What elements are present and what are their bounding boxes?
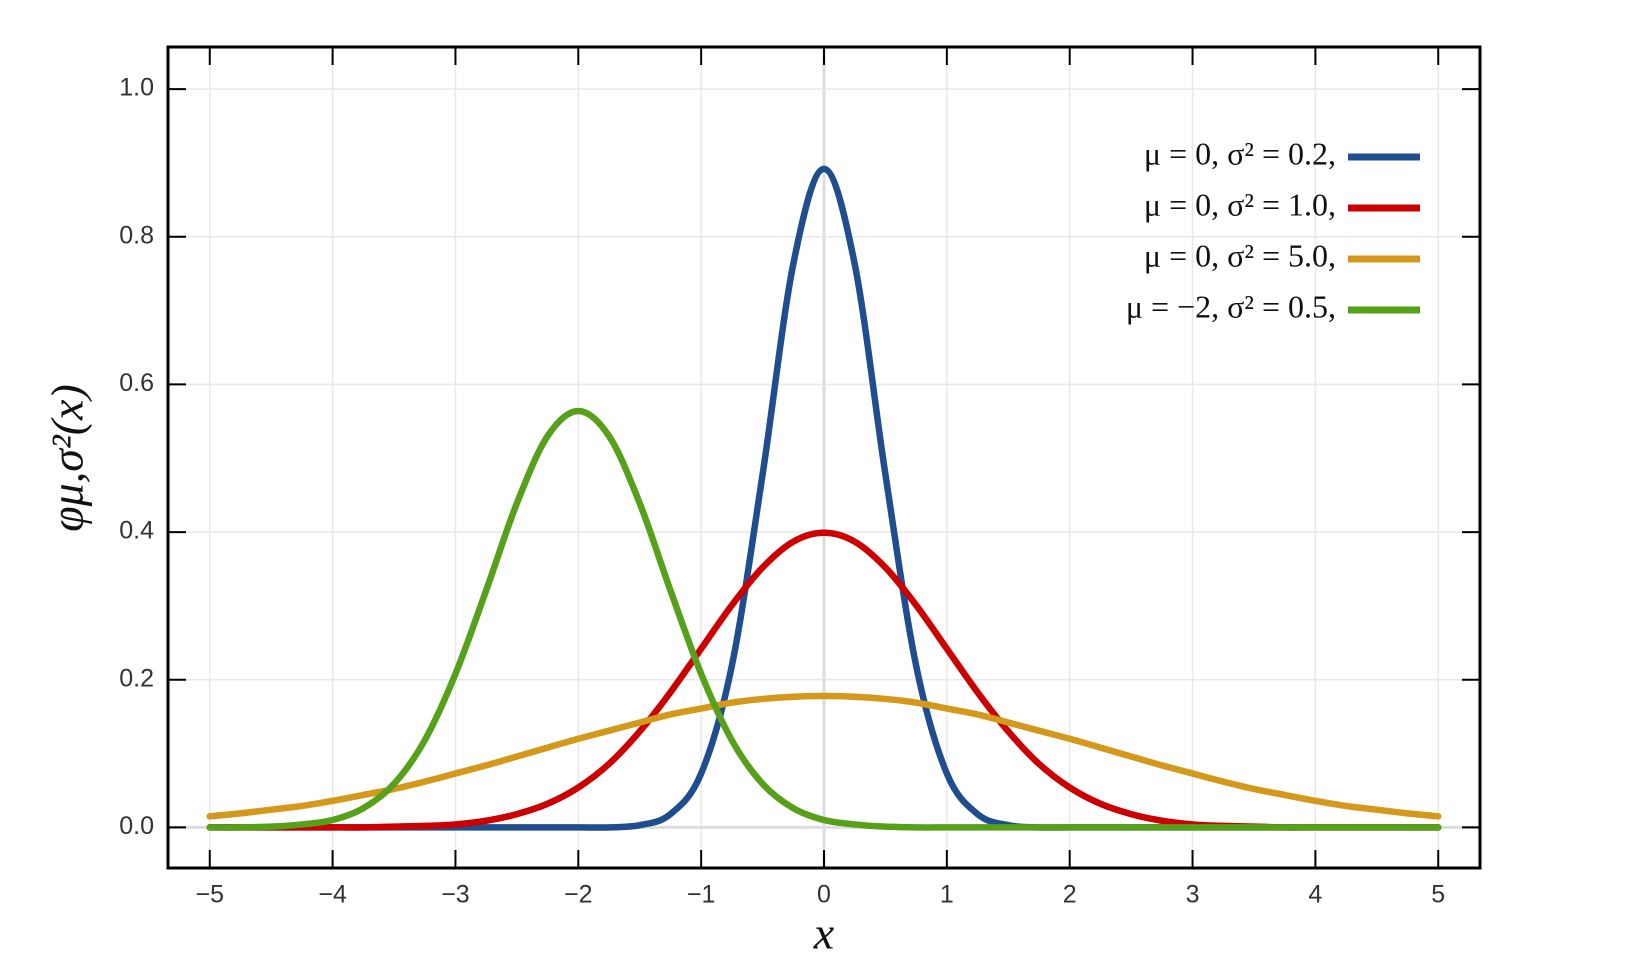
y-tick-label: 1.0 [119, 74, 154, 102]
y-tick-label: 0.2 [119, 664, 154, 692]
plot-frame [166, 45, 1482, 870]
x-tick-label: 3 [1186, 881, 1200, 909]
x-tick-label: −2 [564, 881, 593, 909]
x-tick-label: −4 [318, 881, 347, 909]
x-tick-label: −1 [687, 881, 716, 909]
x-tick-label: 2 [1063, 881, 1077, 909]
legend-label: μ = 0, σ² = 1.0, [1144, 186, 1336, 222]
series-line [206, 407, 1442, 831]
x-tick-label: 5 [1431, 881, 1445, 909]
series-line [206, 692, 1442, 820]
x-tick-label: −5 [196, 881, 225, 909]
y-tick-label: 0.6 [119, 369, 154, 397]
y-axis-label: φμ,σ²(x) [42, 384, 93, 532]
y-tick-label: 0.0 [119, 812, 154, 840]
x-tick-label: 1 [940, 881, 954, 909]
x-tick-label: −3 [441, 881, 470, 909]
x-axis-label: x [813, 908, 835, 959]
legend-label: μ = −2, σ² = 0.5, [1126, 288, 1336, 324]
x-tick-label: 4 [1308, 881, 1322, 909]
x-tick-label: 0 [817, 881, 831, 909]
legend-label: μ = 0, σ² = 5.0, [1144, 237, 1336, 273]
y-tick-label: 0.4 [119, 517, 154, 545]
legend-label: μ = 0, σ² = 0.2, [1144, 135, 1336, 171]
y-tick-label: 0.8 [119, 221, 154, 249]
